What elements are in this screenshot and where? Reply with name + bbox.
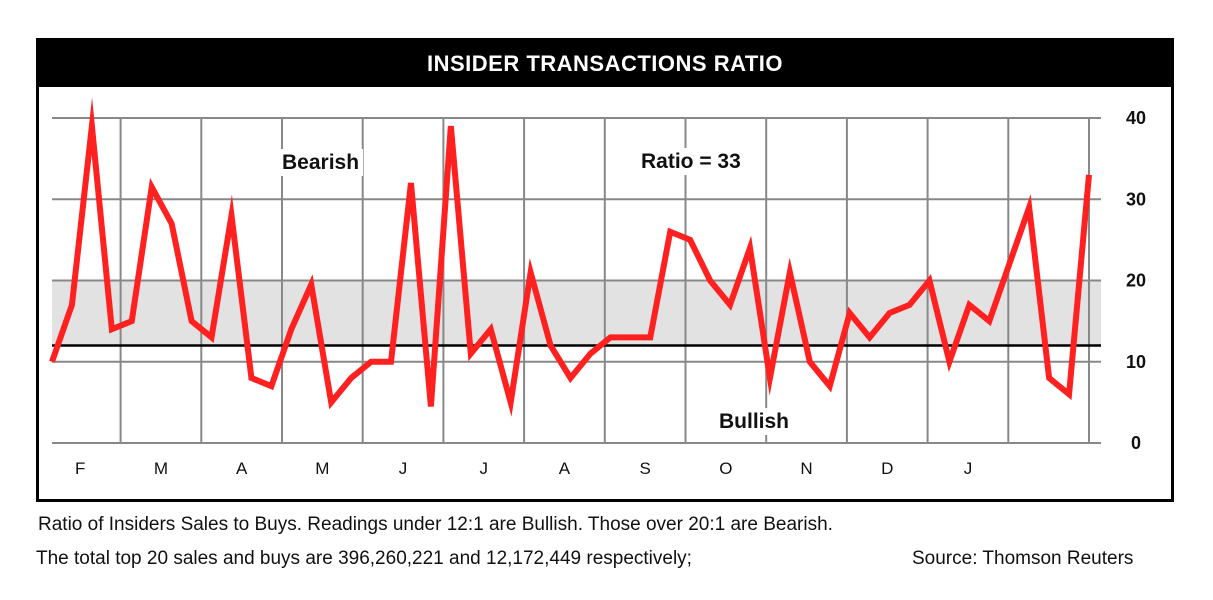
month-label: J [479,459,488,478]
bullish-annotation: Bullish [715,408,794,435]
bullish-annotation-bg [715,408,794,435]
y-tick-label: 40 [1126,108,1146,128]
y-tick-label: 10 [1126,352,1146,372]
month-label: N [800,459,812,478]
month-label: D [881,459,893,478]
month-label: O [719,459,732,478]
caption-totals: The total top 20 sales and buys are 396,… [36,548,692,569]
month-label: A [559,459,571,478]
ratio-annotation-text: Ratio = 33 [641,150,741,173]
bearish-annotation-bg [278,149,364,176]
bullish-annotation-text: Bullish [719,410,789,433]
insider-ratio-chart: F M A M J J A S O N D J 0 10 20 30 40 Bearish Ratio = 33 Bu… [49,97,1146,478]
bearish-annotation: Bearish [278,149,364,176]
y-tick-label: 30 [1126,189,1146,209]
ratio-series-line [49,97,1092,417]
month-label: J [399,459,408,478]
ratio-annotation: Ratio = 33 [637,148,745,175]
month-label: F [75,459,85,478]
y-tick-label: 20 [1126,271,1146,291]
ratio-annotation-bg [637,148,745,175]
caption-description: Ratio of Insiders Sales to Buys. Reading… [38,514,833,535]
bearish-band [52,280,1101,346]
chart-title: INSIDER TRANSACTIONS RATIO [39,41,1171,87]
month-label: A [236,459,248,478]
y-tick-label: 0 [1131,433,1141,453]
month-label: M [315,459,329,478]
month-label: M [154,459,168,478]
month-label: J [964,459,973,478]
month-label: S [639,459,650,478]
bearish-annotation-text: Bearish [282,151,359,174]
source-credit: Source: Thomson Reuters [912,548,1134,569]
